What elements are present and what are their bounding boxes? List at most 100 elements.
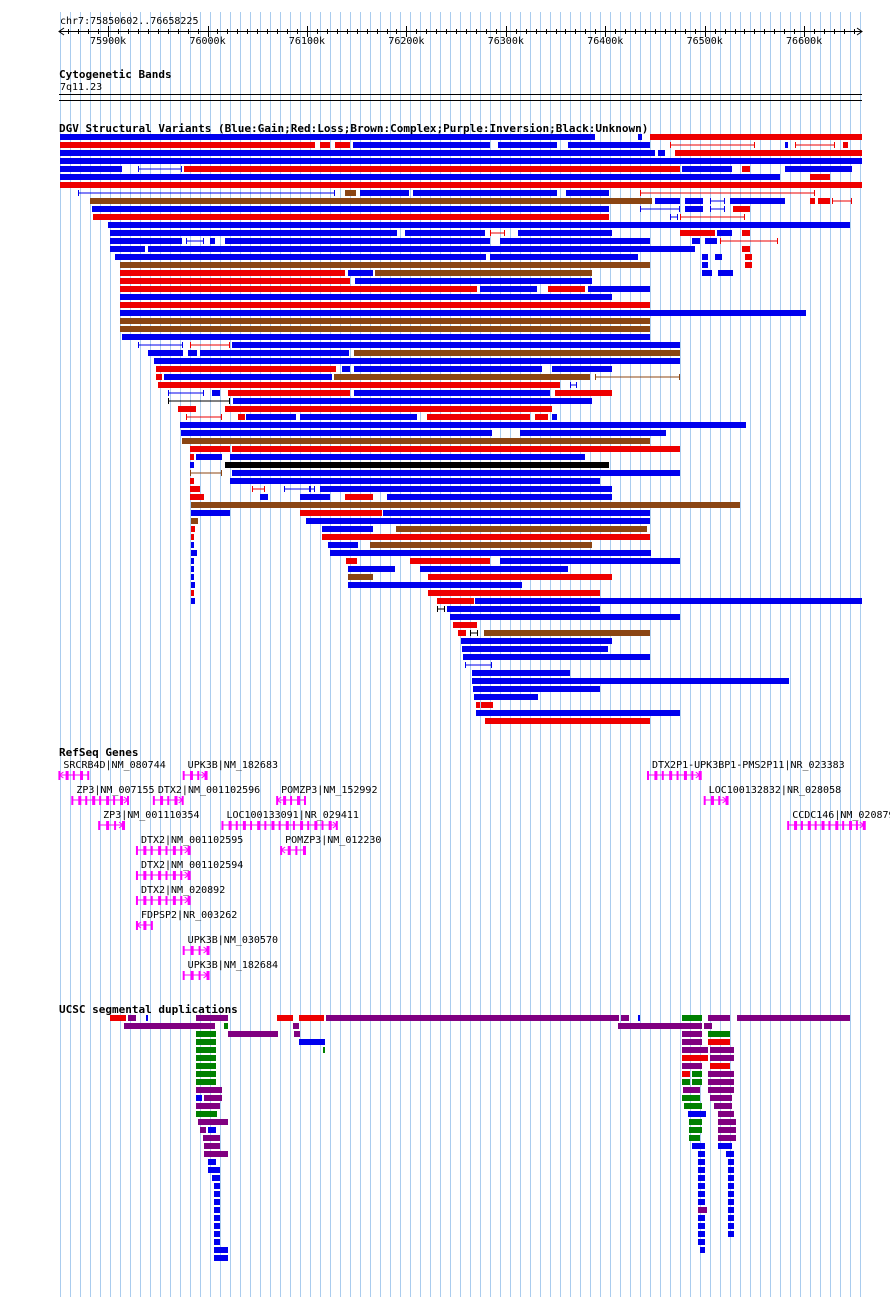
gene-exon <box>99 796 102 805</box>
gene-strand-arrow <box>136 921 142 929</box>
dgv-variant <box>191 574 194 580</box>
dgv-variant <box>191 502 740 508</box>
dgv-variant <box>843 142 848 148</box>
gene-exon <box>206 971 210 980</box>
segdup-feature <box>708 1031 730 1037</box>
gene-strand-arrow <box>722 796 728 804</box>
dgv-variant <box>212 390 220 396</box>
gene-exon <box>669 771 673 780</box>
gene-exon <box>242 821 246 830</box>
segdup-feature <box>196 1039 216 1045</box>
segdup-feature <box>683 1087 700 1093</box>
gene-exon <box>135 871 138 880</box>
gene-exon <box>285 821 289 830</box>
dgv-variant <box>200 350 349 356</box>
dgv-variant <box>191 558 194 564</box>
gene-exon <box>87 771 90 780</box>
gene-exon <box>307 821 310 830</box>
dgv-variant <box>335 142 350 148</box>
gene-exon <box>150 871 153 880</box>
gene-strand-arrow <box>859 821 865 829</box>
gene-exon <box>257 821 261 830</box>
segdup-feature <box>214 1183 220 1189</box>
gene-exon <box>135 846 138 855</box>
dgv-variant <box>190 462 194 468</box>
segdup-feature <box>196 1079 216 1085</box>
dgv-variant <box>354 390 550 396</box>
dgv-variant <box>428 590 600 596</box>
gene-exon <box>710 796 714 805</box>
dgv-variants[interactable] <box>60 134 862 724</box>
dgv-variant <box>475 598 862 604</box>
segdup-feature <box>682 1071 690 1077</box>
dgv-variant <box>437 598 474 604</box>
ruler-tick-label: 76200k <box>388 36 424 47</box>
segdup-feature <box>228 1031 278 1037</box>
segdup-feature <box>204 1143 220 1149</box>
segdup-feature <box>196 1087 222 1093</box>
cyto-band-ideogram[interactable] <box>59 94 862 101</box>
segdup-feature <box>110 1015 126 1021</box>
dgv-variant <box>238 414 245 420</box>
dgv-variant <box>481 702 493 708</box>
gene-label: LOC100132832|NR_028058 <box>709 785 841 796</box>
dgv-variant <box>520 430 666 436</box>
dgv-variant <box>462 646 608 652</box>
dgv-variant <box>191 598 195 604</box>
segdup-feature <box>196 1047 216 1053</box>
dgv-variant <box>555 390 612 396</box>
dgv-variant <box>810 198 815 204</box>
gene-exon <box>647 771 650 780</box>
gene-exon <box>300 821 304 830</box>
dgv-variant <box>405 230 485 236</box>
dgv-variant <box>320 142 330 148</box>
gene-exon <box>72 771 75 780</box>
gene-exon <box>143 846 147 855</box>
gene-strand-arrow <box>201 771 207 779</box>
dgv-variant <box>191 534 194 540</box>
segdup-feature <box>214 1191 220 1197</box>
dgv-variant <box>692 238 700 244</box>
segdup-feature <box>196 1103 220 1109</box>
gene-exon <box>190 946 194 955</box>
dgv-variant <box>232 446 680 452</box>
ruler[interactable]: 75900k 76000k 76100k 76200k 76300k 76400k 7650… <box>58 26 863 47</box>
gene-exon <box>206 946 210 955</box>
dgv-variant <box>191 526 195 532</box>
segdup-feature <box>718 1143 732 1149</box>
dgv-variant <box>115 254 486 260</box>
segdup-feature <box>708 1079 734 1085</box>
segdup-feature <box>698 1183 705 1189</box>
dgv-variant <box>717 230 732 236</box>
dgv-variant <box>260 494 268 500</box>
gene-strand-arrow <box>118 821 124 829</box>
dgv-variant <box>225 406 552 412</box>
dgv-variant <box>232 470 680 476</box>
gene-exon <box>180 846 183 855</box>
dgv-variant <box>715 254 722 260</box>
dgv-variant <box>120 326 650 332</box>
dgv-variant <box>191 542 194 548</box>
dgv-variant <box>300 510 382 516</box>
dgv-variant <box>548 286 585 292</box>
segdup-features[interactable] <box>110 1015 850 1261</box>
segdup-feature <box>198 1119 228 1125</box>
segdup-feature <box>682 1015 702 1021</box>
dgv-variant <box>355 278 592 284</box>
gene-label: ZP3|NM_007155 <box>76 785 154 796</box>
gene-strand-arrow <box>184 871 190 879</box>
refseq-genes[interactable]: SRCRB4D|NM_080744 UPK3B|NM_182683 DTX2P1-U… <box>58 760 890 980</box>
gene-exon <box>800 821 803 830</box>
segdup-feature <box>214 1215 220 1221</box>
gene-exon <box>158 896 162 905</box>
gene-exon <box>698 771 702 780</box>
dgv-variant <box>180 422 746 428</box>
segdup-feature <box>708 1015 730 1021</box>
segdup-feature <box>618 1023 702 1029</box>
segdup-feature <box>277 1015 293 1021</box>
gene-strand-arrow <box>203 946 209 954</box>
segdup-feature <box>146 1015 148 1021</box>
segdup-feature <box>196 1071 216 1077</box>
ruler-left-arrow <box>58 27 65 36</box>
